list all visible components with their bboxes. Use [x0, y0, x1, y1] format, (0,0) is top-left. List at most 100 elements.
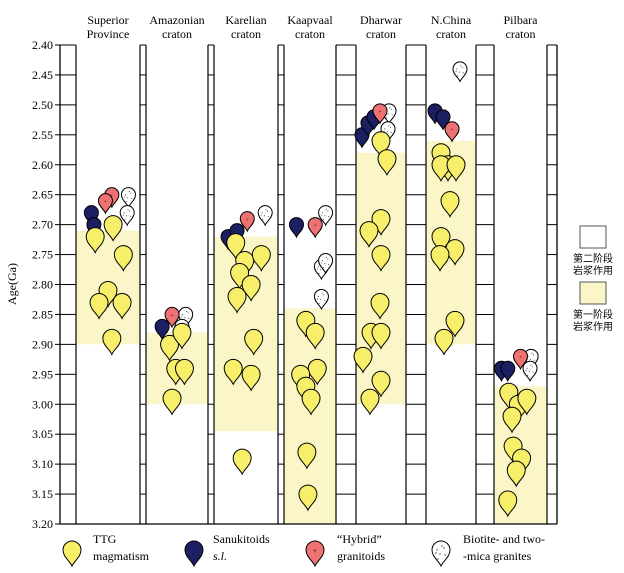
stipple-dot	[260, 214, 262, 216]
stipple-dot	[525, 370, 527, 372]
stipple-dot	[327, 258, 329, 260]
svg-text:+: +	[313, 547, 317, 555]
stipple-dot	[320, 269, 322, 271]
hybrid-granitoid-point: +	[239, 211, 255, 232]
y-tick-label: 2.40	[32, 38, 53, 52]
ttg-point	[360, 388, 380, 415]
svg-text:+: +	[110, 193, 113, 199]
y-tick-label: 3.05	[32, 427, 53, 441]
stipple-dot	[266, 210, 269, 212]
stipple-dot	[386, 117, 388, 119]
stipple-dot	[532, 371, 534, 373]
stipple-dot	[322, 267, 324, 269]
y-tick-label: 2.75	[32, 248, 53, 262]
stipple-dot	[316, 298, 319, 300]
stipple-dot	[386, 131, 388, 133]
stage-legend-label: 第一阶段	[573, 308, 613, 321]
stipple-dot	[444, 554, 446, 556]
craton-name-line2: craton	[436, 27, 466, 41]
stipple-dot	[187, 312, 189, 314]
biotite-granite-point	[318, 205, 334, 226]
svg-text:+: +	[171, 313, 174, 319]
biotite-granite-point	[119, 205, 135, 226]
stipple-dot	[383, 130, 385, 132]
y-tick-label: 3.20	[32, 517, 53, 531]
craton-name: Superior	[87, 13, 128, 27]
ttg-point	[102, 328, 122, 355]
y-tick-label: 2.55	[32, 128, 53, 142]
y-tick-label: 2.45	[32, 68, 53, 82]
legend-label-line2: -mica granites	[463, 549, 532, 563]
stipple-dot	[325, 256, 327, 258]
stipple-dot	[124, 196, 126, 198]
stipple-dot	[324, 263, 326, 265]
hybrid-granitoid-point: +	[444, 121, 460, 142]
y-tick-label: 3.10	[32, 457, 53, 471]
craton-name-line2: craton	[506, 27, 536, 41]
svg-text:+: +	[246, 217, 249, 223]
biotite-granite-point	[452, 61, 468, 82]
hybrid-granitoid-point: +	[97, 193, 113, 214]
legend-symbol-hybrid: +	[305, 540, 325, 567]
stipple-dot	[128, 191, 130, 193]
y-tick-label: 3.15	[32, 487, 53, 501]
stipple-dot	[532, 354, 534, 356]
legend-symbol-ttg	[62, 540, 82, 567]
stipple-dot	[188, 317, 190, 319]
stipple-dot	[128, 210, 131, 212]
y-axis: 2.40 2.45 2.50 2.55 2.60 2.65 2.70 2.75 2.80 2.85…	[32, 38, 60, 531]
craton-name: Amazonian	[149, 13, 204, 27]
craton-name: Karelian	[225, 13, 266, 27]
legend-label: Sanukitoids	[213, 532, 270, 546]
stage-legend-swatch	[579, 225, 607, 249]
stipple-dot	[318, 302, 320, 305]
craton-column-borders	[59, 45, 558, 525]
craton-labels: SuperiorProvinceAmazoniancratonKarelianc…	[87, 13, 538, 41]
stipple-dot	[130, 192, 132, 194]
hybrid-granitoid-point: +	[104, 187, 120, 208]
stipple-dot	[181, 316, 183, 318]
stipple-dot	[460, 65, 462, 67]
stipple-dot	[182, 313, 184, 315]
stipple-dot	[185, 310, 188, 312]
legend-label-line2: s.l.	[213, 549, 227, 563]
biotite-granite-point	[257, 205, 273, 226]
stipple-dot	[325, 208, 327, 211]
craton-name-line2: Province	[87, 27, 130, 41]
stipple-dot	[328, 263, 330, 265]
y-tick-label: 2.60	[32, 158, 53, 172]
stipple-dot	[461, 66, 463, 68]
stipple-dot	[122, 214, 124, 216]
stipple-dot	[316, 268, 319, 270]
craton-name-line2: craton	[162, 27, 192, 41]
biotite-granite-point	[380, 121, 396, 142]
legend-label: TTG	[93, 532, 117, 546]
stipple-dot	[384, 128, 386, 130]
svg-text:+: +	[104, 199, 107, 205]
stipple-dot	[391, 114, 393, 116]
stipple-dot	[321, 212, 324, 214]
svg-text:+: +	[378, 109, 381, 115]
stipple-dot	[318, 273, 320, 275]
stipple-dot	[462, 72, 464, 74]
stipple-dot	[317, 295, 319, 298]
y-tick-label: 2.90	[32, 337, 53, 351]
stipple-dot	[262, 219, 264, 221]
stipple-dot	[184, 317, 186, 319]
stage-legend-swatch	[579, 281, 607, 305]
y-tick-label: 2.80	[32, 278, 53, 292]
craton-name: Pilbara	[504, 13, 539, 27]
stipple-dot	[123, 212, 125, 214]
y-tick-label: 2.50	[32, 98, 53, 112]
stipple-dot	[526, 367, 528, 369]
craton-name-line2: craton	[295, 27, 325, 41]
stipple-dot	[124, 194, 126, 196]
y-tick-label: 3.00	[32, 397, 53, 411]
stipple-dot	[390, 108, 392, 110]
y-tick-label: 2.95	[32, 367, 53, 381]
craton-name-line2: craton	[366, 27, 396, 41]
stipple-dot	[125, 201, 127, 203]
stipple-dot	[129, 216, 131, 218]
